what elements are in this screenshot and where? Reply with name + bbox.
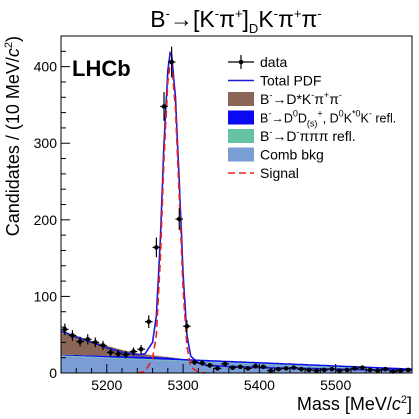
x-tick-label: 5300 [168,377,199,393]
legend-entry-dstar: B-→D*K-π+π- [228,90,342,107]
data-point [91,337,100,348]
data-point [297,366,306,372]
data-point [251,363,260,369]
data-point [244,366,252,371]
data-point [99,340,107,351]
data-point [289,365,298,370]
legend-label: Total PDF [260,73,321,89]
data-point [221,361,229,367]
y-tick-label: 0 [49,365,57,381]
y-tick-label: 200 [34,212,58,228]
y-tick-label: 400 [34,59,58,75]
data-point [404,367,412,373]
x-axis-label: Mass [MeV/c2] [297,394,412,414]
data-point [137,344,145,354]
data-point [259,364,268,370]
data-point [68,330,77,341]
chart-title: B-→[K-π+]DK-π+π- [150,6,321,36]
data-point [320,367,329,373]
y-tick-label: 100 [34,288,58,304]
legend-label: B-→D0D(s)+, D0K*0K- refl. [260,109,396,129]
data-point [190,359,199,366]
data-point [152,237,161,258]
legend-entry-total: Total PDF [228,73,321,89]
y-tick-label: 300 [34,135,58,151]
legend-label: data [260,54,287,70]
data-point [144,315,153,328]
data-point [129,347,138,356]
data-point [228,365,237,370]
legend-label: Signal [260,165,299,181]
data-point [350,366,359,371]
data-point [205,362,214,368]
data-point [328,366,336,372]
data-point [358,365,367,370]
legend-label: Comb bkg [260,147,324,163]
data-point [312,368,321,374]
data-point [198,360,206,366]
data-point [106,348,115,357]
data-point [343,367,351,373]
data-point [83,334,92,345]
data-point [366,367,374,373]
stack-comb [61,356,412,373]
legend-entry-d3pi: B-→D-πππ refl. [228,127,356,144]
stack-dds [61,354,412,370]
x-tick-label: 5200 [91,377,122,393]
data-point [114,350,123,358]
data-point [175,208,184,230]
data-point [236,364,245,370]
data-point [122,350,130,359]
data-point [381,366,390,372]
data-point [183,320,191,333]
experiment-label: LHCb [72,56,131,81]
data-point [282,366,290,371]
data-point [335,368,344,374]
legend-entry-signal: Signal [228,165,299,181]
data-point [76,336,84,347]
legend-label: B-→D-πππ refl. [260,127,356,144]
legend-entry-data: data [228,54,287,70]
signal-curve [137,61,207,374]
legend-entry-dds: B-→D0D(s)+, D0K*0K- refl. [228,109,396,129]
data-point [167,46,176,78]
data-point [373,368,382,374]
x-tick-label: 5400 [244,377,275,393]
plot-frame [60,35,413,374]
legend-label: B-→D*K-π+π- [260,90,342,107]
data-point [160,92,168,121]
data-point [274,366,283,372]
data-point [396,368,405,374]
y-axis-label: Candidates / (10 MeV/c2) [3,36,23,236]
stack-d3pi [61,355,412,371]
x-tick-label: 5500 [320,377,351,393]
data-point [61,323,69,336]
data-point [267,368,275,374]
data-point [305,367,313,373]
data-point [213,366,222,371]
legend-entry-comb: Comb bkg [228,147,324,163]
